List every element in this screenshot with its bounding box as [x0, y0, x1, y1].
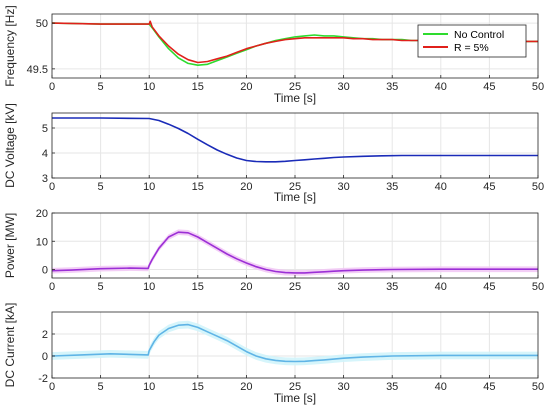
x-tick-label: 10 — [143, 381, 155, 393]
x-tick-label: 0 — [49, 181, 55, 193]
x-tick-label: 10 — [143, 281, 155, 293]
x-tick-label: 45 — [483, 81, 495, 93]
x-tick-label: 10 — [143, 181, 155, 193]
y-axis-label: Power [MW] — [3, 213, 17, 278]
x-tick-label: 40 — [435, 81, 447, 93]
x-tick-label: 45 — [483, 181, 495, 193]
y-tick-label: 2 — [42, 329, 48, 341]
y-axis-label: DC Current [kA] — [3, 303, 17, 388]
x-tick-label: 50 — [532, 81, 544, 93]
x-axis-label: Time [s] — [274, 391, 316, 405]
x-tick-label: 20 — [240, 81, 252, 93]
series-line-panel3 — [51, 231, 538, 274]
x-tick-label: 30 — [337, 281, 349, 293]
x-tick-label: 25 — [289, 181, 301, 193]
y-tick-label: 49.5 — [27, 64, 48, 76]
y-tick-label: 10 — [36, 236, 48, 248]
x-tick-label: 20 — [240, 281, 252, 293]
legend-box — [417, 24, 527, 58]
x-tick-label: 45 — [483, 381, 495, 393]
series-line-panel4 — [51, 323, 538, 363]
x-tick-label: 5 — [98, 381, 104, 393]
y-tick-label: 20 — [36, 208, 48, 220]
x-tick-label: 20 — [240, 381, 252, 393]
legend-entry: No Control — [454, 29, 504, 41]
panel-1: 0 5 10 15 20 25 30 35 40 45 50 49.5 50 Time [s] Freque… — [3, 5, 544, 105]
y-axis-label: Frequency [Hz] — [3, 5, 17, 86]
x-tick-label: 5 — [98, 81, 104, 93]
x-tick-label: 35 — [386, 81, 398, 93]
x-tick-label: 0 — [49, 381, 55, 393]
series-line-panel2 — [52, 117, 538, 163]
x-tick-label: 0 — [49, 281, 55, 293]
x-tick-label: 50 — [532, 181, 544, 193]
x-tick-label: 10 — [143, 81, 155, 93]
x-tick-label: 30 — [337, 181, 349, 193]
x-tick-label: 15 — [192, 81, 204, 93]
x-tick-label: 35 — [386, 381, 398, 393]
x-tick-label: 30 — [337, 81, 349, 93]
x-tick-label: 0 — [49, 81, 55, 93]
x-tick-label: 30 — [337, 381, 349, 393]
x-tick-label: 25 — [289, 381, 301, 393]
x-tick-label: 40 — [435, 381, 447, 393]
x-tick-label: 15 — [192, 281, 204, 293]
x-tick-label: 40 — [435, 181, 447, 193]
x-tick-label: 5 — [98, 181, 104, 193]
x-tick-label: 25 — [289, 81, 301, 93]
y-tick-label: 50 — [36, 18, 48, 30]
y-tick-label: 4 — [42, 148, 48, 160]
x-axis-label: Time [s] — [274, 190, 316, 204]
x-tick-label: 25 — [289, 281, 301, 293]
x-tick-label: 20 — [240, 181, 252, 193]
y-tick-label: -2 — [38, 373, 48, 385]
y-tick-label: 0 — [42, 265, 48, 277]
x-tick-label: 35 — [386, 281, 398, 293]
x-tick-label: 15 — [192, 181, 204, 193]
y-tick-label: 5 — [42, 123, 48, 135]
x-tick-label: 50 — [532, 281, 544, 293]
legend-entry: R = 5% — [454, 42, 489, 54]
series-band — [52, 229, 538, 276]
series-band — [52, 320, 538, 366]
y-tick-label: 3 — [42, 173, 48, 185]
x-tick-label: 50 — [532, 381, 544, 393]
x-axis-label: Time [s] — [274, 91, 316, 105]
y-axis-label: DC Voltage [kV] — [3, 103, 17, 188]
x-tick-label: 35 — [386, 181, 398, 193]
x-tick-label: 5 — [98, 281, 104, 293]
x-tick-label: 15 — [192, 381, 204, 393]
y-tick-label: 0 — [42, 351, 48, 363]
panel-3: 0 5 10 15 20 25 30 35 40 45 50 0 10 20 Power [MW] — [3, 208, 544, 293]
x-tick-label: 40 — [435, 281, 447, 293]
x-tick-label: 45 — [483, 281, 495, 293]
